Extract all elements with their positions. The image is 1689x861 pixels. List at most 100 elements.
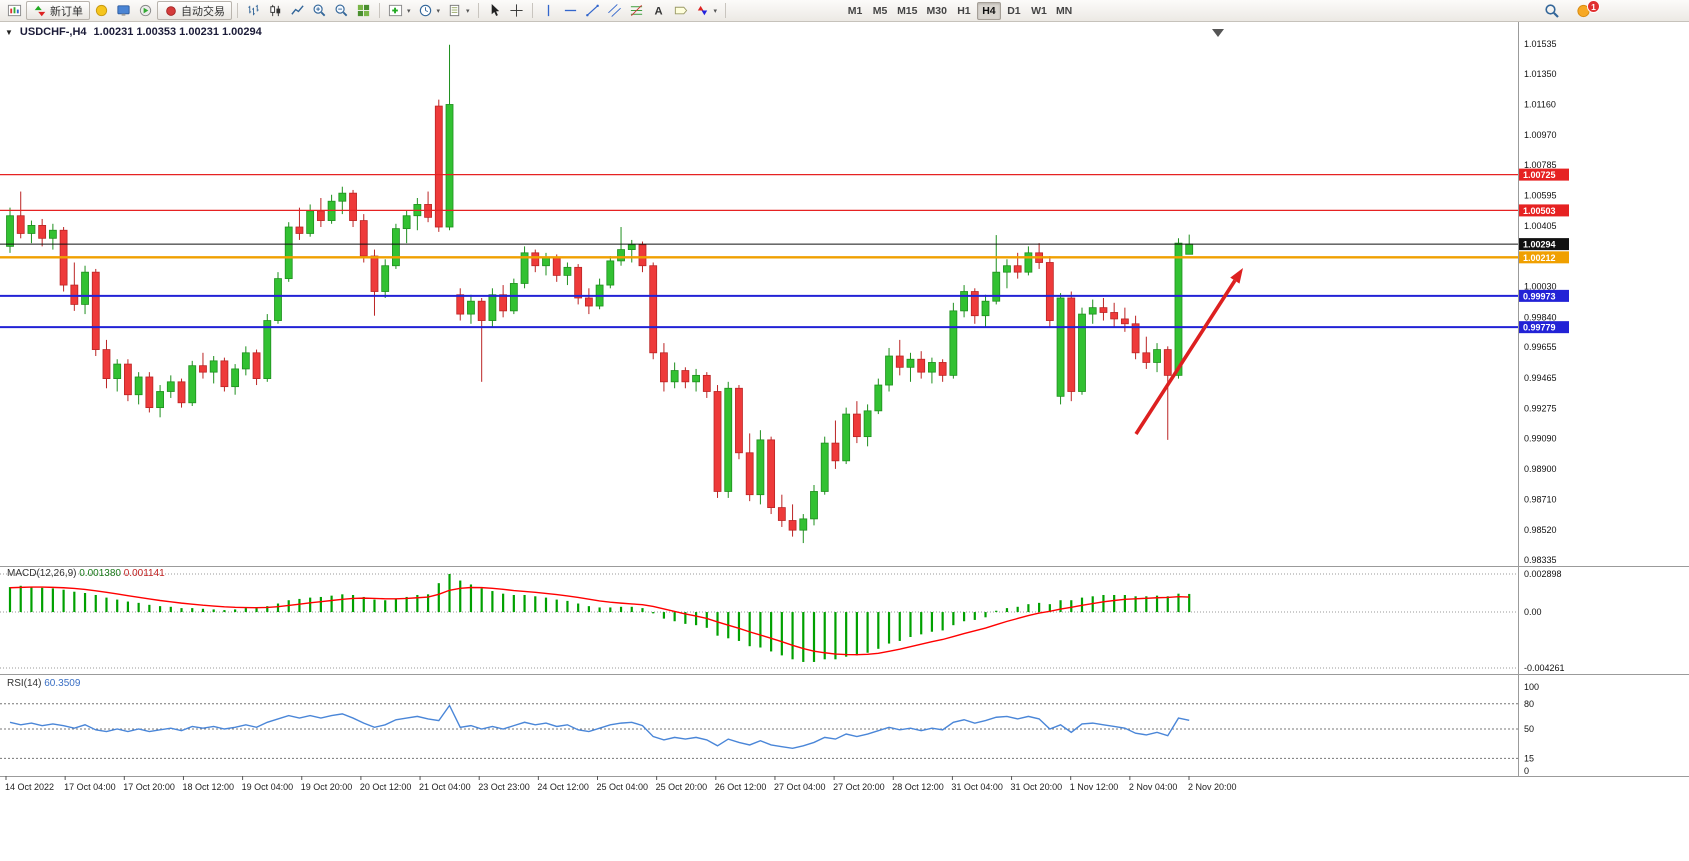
horizontal-level-lines[interactable] [0,174,1518,329]
text-label-icon [674,6,687,15]
vertical-line-icon [547,4,549,17]
line-chart-button[interactable] [287,1,308,20]
timeframe-button-m1[interactable]: M1 [847,4,863,17]
clock-icon [419,4,431,17]
strategy-tester-button[interactable] [135,1,156,20]
search-icon [1545,4,1559,18]
timeframe-button-m5[interactable]: M5 [872,4,888,17]
timeframe-button-w1[interactable]: W1 [1031,4,1047,17]
new-order-icon [34,5,46,16]
rsi-indicator-label: RSI(14) 60.3509 [7,678,80,689]
svg-text:50: 50 [1524,724,1534,734]
cursor-button[interactable] [484,1,505,20]
chart-shift-marker[interactable] [1212,29,1224,37]
notifications-button[interactable]: 1 [1573,0,1600,20]
svg-text:1.00405: 1.00405 [1524,221,1557,231]
autotrading-button[interactable]: 自动交易 [157,1,232,20]
svg-text:0.99973: 0.99973 [1523,291,1556,301]
candle-chart-icon [270,4,281,17]
autotrading-label: 自动交易 [181,5,225,18]
chart-canvas[interactable]: 1.01535 1.01350 1.01160 1.00970 1.00785 1.005… [0,22,1689,810]
vertical-line-button[interactable] [538,1,559,20]
svg-text:1.01535: 1.01535 [1524,39,1557,49]
candle-chart-button[interactable] [265,1,286,20]
chart-title: ▼ USDCHF-,H4 1.00231 1.00353 1.00231 1.0… [5,26,262,38]
bar-chart-button[interactable] [243,1,264,20]
svg-text:80: 80 [1524,699,1534,709]
time-axis[interactable]: 14 Oct 2022 17 Oct 04:00 17 Oct 20:00 18 Oc… [5,776,1237,792]
svg-text:1.01350: 1.01350 [1524,69,1557,79]
svg-text:0.98520: 0.98520 [1524,525,1557,535]
price-axis[interactable]: 1.01535 1.01350 1.01160 1.00970 1.00785 1.005… [1524,39,1565,776]
svg-text:20 Oct 12:00: 20 Oct 12:00 [360,782,412,792]
zoom-in-button[interactable] [309,1,330,20]
timeframe-button-d1[interactable]: D1 [1007,4,1021,17]
horizontal-line-button[interactable] [560,1,581,20]
timeframe-button-m30[interactable]: M30 [926,4,947,17]
timeframe-toolbar: M1 M5 M15 M30 H1 H4 D1 W1 MN [843,1,1076,20]
toolbar-right-icons: 1 [1541,0,1600,21]
text-label-button[interactable] [670,1,691,20]
svg-text:24 Oct 12:00: 24 Oct 12:00 [537,782,589,792]
channel-button[interactable] [604,1,625,20]
new-order-button[interactable]: 新订单 [26,1,90,20]
svg-text:19 Oct 04:00: 19 Oct 04:00 [242,782,294,792]
metaeditor-button[interactable] [91,1,112,20]
svg-text:17 Oct 04:00: 17 Oct 04:00 [64,782,116,792]
crosshair-button[interactable] [506,1,527,20]
zoom-out-button[interactable] [331,1,352,20]
indicators-button[interactable]: ▾ [385,1,414,20]
templates-button[interactable]: ▾ [444,1,473,20]
chevron-down-icon: ▾ [466,7,470,15]
candlesticks [6,44,1194,544]
svg-text:0.99655: 0.99655 [1524,342,1557,352]
svg-text:1.00785: 1.00785 [1524,160,1557,170]
svg-text:0.002898: 0.002898 [1524,569,1562,579]
arrows-tool-button[interactable]: ▾ [692,1,721,20]
new-chart-button[interactable] [4,1,25,20]
tile-windows-button[interactable] [353,1,374,20]
text-button[interactable]: A [648,1,669,20]
svg-text:27 Oct 20:00: 27 Oct 20:00 [833,782,885,792]
svg-text:1.00212: 1.00212 [1523,253,1556,263]
svg-text:1.00970: 1.00970 [1524,130,1557,140]
svg-text:1.01160: 1.01160 [1524,99,1556,109]
svg-text:25 Oct 04:00: 25 Oct 04:00 [597,782,649,792]
tile-windows-icon [357,4,370,17]
svg-text:27 Oct 04:00: 27 Oct 04:00 [774,782,826,792]
rsi-name: RSI(14) [7,678,42,689]
one-click-trading-toggle[interactable]: ▼ [5,27,13,37]
chevron-down-icon: ▾ [713,7,718,15]
toolbar-separator [531,3,533,18]
svg-text:0.98335: 0.98335 [1524,555,1557,565]
template-icon [449,4,460,17]
svg-text:2 Nov 04:00: 2 Nov 04:00 [1129,782,1178,792]
svg-text:28 Oct 12:00: 28 Oct 12:00 [892,782,944,792]
svg-text:25 Oct 20:00: 25 Oct 20:00 [656,782,708,792]
timeframe-button-mn[interactable]: MN [1055,4,1073,17]
svg-text:2 Nov 20:00: 2 Nov 20:00 [1188,782,1237,792]
svg-text:1.00595: 1.00595 [1524,191,1557,201]
macd-panel [0,573,1518,669]
svg-text:19 Oct 20:00: 19 Oct 20:00 [301,782,353,792]
text-icon: A [654,5,662,17]
terminal-icon [117,5,130,16]
trend-arrow[interactable] [1134,268,1243,435]
strategy-tester-icon [139,4,152,17]
arrows-icon [697,5,707,16]
trendline-button[interactable] [582,1,603,20]
periods-button[interactable]: ▾ [415,1,444,20]
indicators-icon [388,4,403,17]
fibonacci-button[interactable] [626,1,647,20]
terminal-button[interactable] [113,1,134,20]
timeframe-button-h1[interactable]: H1 [957,4,971,17]
search-button[interactable] [1541,2,1563,21]
macd-signal-value: 0.001141 [123,568,165,579]
svg-text:15: 15 [1524,753,1534,763]
timeframe-button-m15[interactable]: M15 [897,4,918,17]
bar-chart-icon [248,4,259,16]
svg-text:14 Oct 2022: 14 Oct 2022 [5,782,54,792]
zoom-in-icon [313,4,326,17]
timeframe-button-h4[interactable]: H4 [976,1,1001,20]
svg-text:26 Oct 12:00: 26 Oct 12:00 [715,782,767,792]
